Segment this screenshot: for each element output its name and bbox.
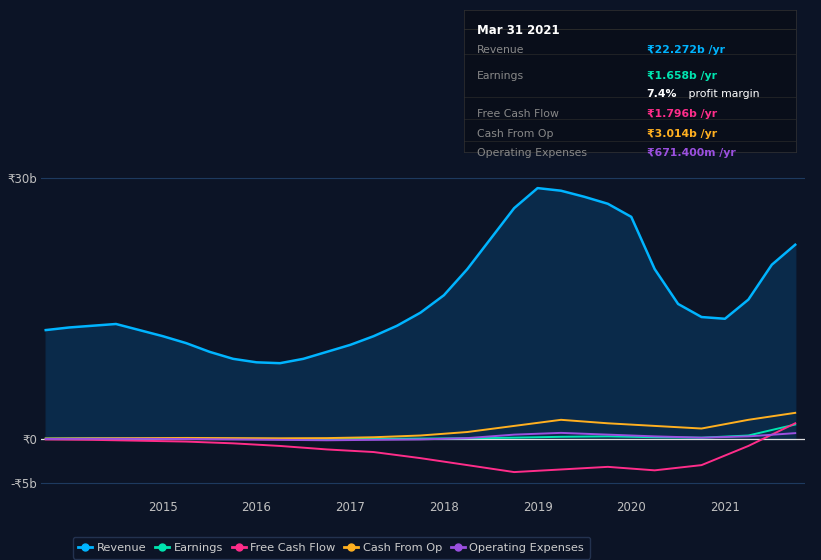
Text: Cash From Op: Cash From Op [477, 129, 553, 139]
Text: profit margin: profit margin [685, 90, 759, 100]
Text: Free Cash Flow: Free Cash Flow [477, 110, 559, 119]
Text: Mar 31 2021: Mar 31 2021 [477, 24, 560, 37]
Text: ₹1.658b /yr: ₹1.658b /yr [647, 71, 717, 81]
Text: ₹3.014b /yr: ₹3.014b /yr [647, 129, 717, 139]
Text: Operating Expenses: Operating Expenses [477, 148, 587, 158]
Text: Revenue: Revenue [477, 45, 525, 55]
Text: ₹671.400m /yr: ₹671.400m /yr [647, 148, 736, 158]
Text: 7.4%: 7.4% [647, 90, 677, 100]
Text: Earnings: Earnings [477, 71, 525, 81]
Legend: Revenue, Earnings, Free Cash Flow, Cash From Op, Operating Expenses: Revenue, Earnings, Free Cash Flow, Cash … [72, 537, 589, 559]
Text: ₹1.796b /yr: ₹1.796b /yr [647, 110, 717, 119]
Text: ₹22.272b /yr: ₹22.272b /yr [647, 45, 725, 55]
